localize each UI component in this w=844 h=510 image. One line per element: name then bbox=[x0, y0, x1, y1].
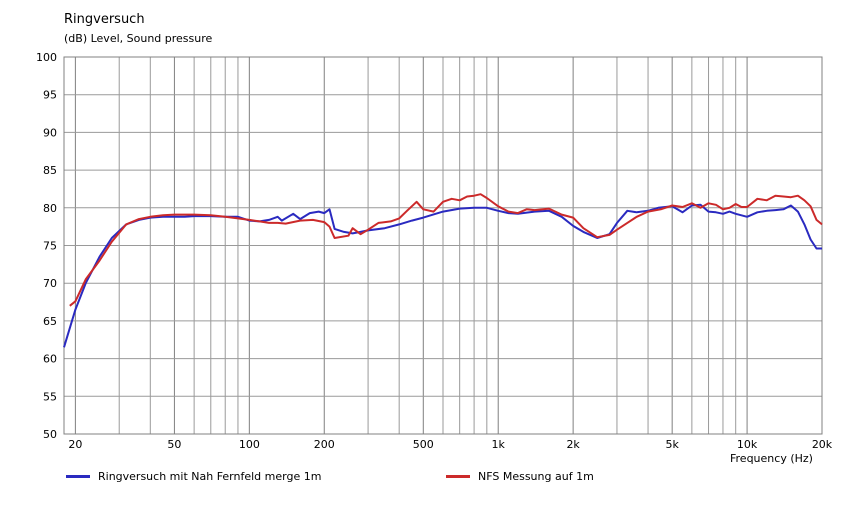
y-tick-label: 95 bbox=[43, 89, 57, 102]
y-tick-label: 80 bbox=[43, 202, 57, 215]
y-tick-label: 55 bbox=[43, 390, 57, 403]
legend-label-2: NFS Messung auf 1m bbox=[478, 470, 594, 483]
legend-item-1: Ringversuch mit Nah Fernfeld merge 1m bbox=[66, 470, 321, 483]
y-tick-label: 70 bbox=[43, 277, 57, 290]
y-tick-label: 85 bbox=[43, 164, 57, 177]
y-tick-label: 100 bbox=[36, 51, 57, 64]
y-tick-label: 60 bbox=[43, 353, 57, 366]
x-axis-label: Frequency (Hz) bbox=[730, 452, 813, 465]
x-tick-label: 20 bbox=[68, 438, 82, 451]
y-axis-label: (dB) Level, Sound pressure bbox=[64, 32, 213, 45]
y-tick-label: 75 bbox=[43, 240, 57, 253]
x-tick-label: 10k bbox=[737, 438, 758, 451]
x-tick-label: 2k bbox=[566, 438, 580, 451]
legend-swatch-2 bbox=[446, 475, 470, 478]
y-tick-label: 90 bbox=[43, 126, 57, 139]
y-tick-label: 50 bbox=[43, 428, 57, 441]
chart-title: Ringversuch bbox=[64, 12, 145, 27]
legend-label-1: Ringversuch mit Nah Fernfeld merge 1m bbox=[98, 470, 322, 483]
x-tick-label: 1k bbox=[492, 438, 506, 451]
x-tick-label: 500 bbox=[413, 438, 434, 451]
x-tick-label: 20k bbox=[812, 438, 833, 451]
legend-swatch-1 bbox=[66, 475, 90, 478]
plot-frame bbox=[63, 56, 823, 435]
legend-item-2: NFS Messung auf 1m bbox=[446, 470, 594, 483]
x-tick-label: 100 bbox=[239, 438, 260, 451]
x-tick-label: 200 bbox=[314, 438, 335, 451]
series-line-2 bbox=[69, 193, 823, 307]
y-tick-label: 65 bbox=[43, 315, 57, 328]
x-tick-label: 50 bbox=[167, 438, 181, 451]
x-tick-label: 5k bbox=[665, 438, 679, 451]
